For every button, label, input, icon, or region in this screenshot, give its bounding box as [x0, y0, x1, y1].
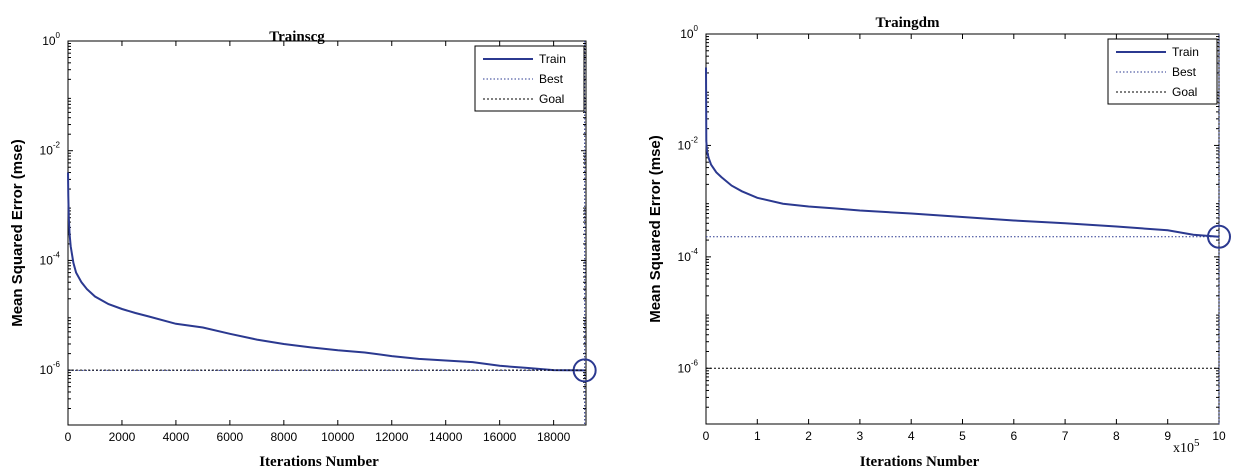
x-tick-label: 5	[959, 429, 966, 443]
y-tick-label: 10-2	[40, 141, 61, 158]
y-tick-exponent: -6	[53, 360, 61, 369]
x-tick-label: 3	[857, 429, 864, 443]
y-tick-base: 10	[678, 138, 692, 152]
y-tick-base: 10	[40, 363, 54, 377]
x-axis-multiplier: x105	[1173, 437, 1200, 456]
y-tick-exponent: 0	[56, 31, 61, 40]
x-tick-label: 14000	[429, 430, 463, 444]
legend-label-best: Best	[1172, 65, 1197, 79]
y-tick-base: 10	[42, 34, 56, 48]
y-tick-label: 10-4	[678, 247, 699, 264]
y-axis-label: Mean Squared Error (mse)	[9, 139, 26, 327]
x-tick-label: 10	[1212, 429, 1226, 443]
y-tick-exponent: -4	[691, 247, 699, 256]
y-tick-exponent: -6	[691, 358, 699, 367]
y-tick-label: 10-2	[678, 135, 699, 152]
x-axis-label: Iterations Number	[860, 454, 980, 470]
chart-title: Traingdm	[876, 15, 940, 31]
y-tick-label: 100	[680, 24, 698, 41]
x-axis-label: Iterations Number	[259, 454, 379, 470]
y-tick-label: 10-6	[40, 360, 61, 377]
y-tick-exponent: -4	[53, 250, 61, 259]
chart-0: 0 2000 4000 6000 8000 10000 12000 14000 16000 180…	[9, 29, 597, 470]
x-tick-label: 4000	[163, 430, 190, 444]
legend-label-goal: Goal	[1172, 85, 1197, 99]
chart-legend: Train Best Goal	[1107, 38, 1218, 105]
x-tick-label: 8	[1113, 429, 1120, 443]
y-tick-base: 10	[678, 250, 692, 264]
x-tick-label: 8000	[270, 430, 297, 444]
best-marker-circle	[1207, 224, 1231, 249]
y-tick-exponent: -2	[53, 141, 61, 150]
legend-label-goal: Goal	[539, 92, 564, 106]
x-tick-label: 0	[703, 429, 710, 443]
train-series-line	[705, 67, 1220, 238]
chart-1: 0 1 2 3 4 5 6 7 8 9 1010010-210-410-6TraingdmItera…	[647, 15, 1231, 470]
x-tick-label: 6000	[217, 430, 244, 444]
chart-title: Trainscg	[269, 29, 325, 45]
y-tick-base: 10	[678, 361, 692, 375]
y-tick-base: 10	[40, 144, 54, 158]
x-tick-label: 2	[805, 429, 812, 443]
y-tick-label: 100	[42, 31, 60, 48]
y-tick-exponent: -2	[691, 135, 699, 144]
legend-label-best: Best	[539, 72, 564, 86]
y-tick-base: 10	[40, 253, 54, 267]
y-tick-label: 10-6	[678, 358, 699, 375]
x-tick-label: 9	[1164, 429, 1171, 443]
chart-legend: Train Best Goal	[474, 45, 585, 112]
legend-label-train: Train	[1172, 45, 1199, 59]
x-tick-label: 18000	[537, 430, 571, 444]
x-tick-label: 6	[1010, 429, 1017, 443]
x-multiplier-exponent: 5	[1194, 437, 1200, 449]
y-tick-label: 10-4	[40, 250, 61, 267]
x-tick-label: 10000	[321, 430, 355, 444]
plot-frame	[67, 40, 587, 426]
y-axis-label: Mean Squared Error (mse)	[647, 135, 664, 323]
x-tick-label: 4	[908, 429, 915, 443]
y-tick-exponent: 0	[694, 24, 699, 33]
x-tick-label: 12000	[375, 430, 409, 444]
legend-label-train: Train	[539, 52, 566, 66]
x-tick-label: 1	[754, 429, 761, 443]
x-tick-label: 16000	[483, 430, 517, 444]
legend-box	[474, 45, 585, 112]
x-tick-label: 7	[1062, 429, 1069, 443]
x-tick-label: 0	[65, 430, 72, 444]
y-tick-base: 10	[680, 27, 694, 41]
train-series-line	[67, 172, 585, 372]
x-tick-label: 2000	[109, 430, 136, 444]
x-multiplier-base: x10	[1173, 441, 1194, 456]
